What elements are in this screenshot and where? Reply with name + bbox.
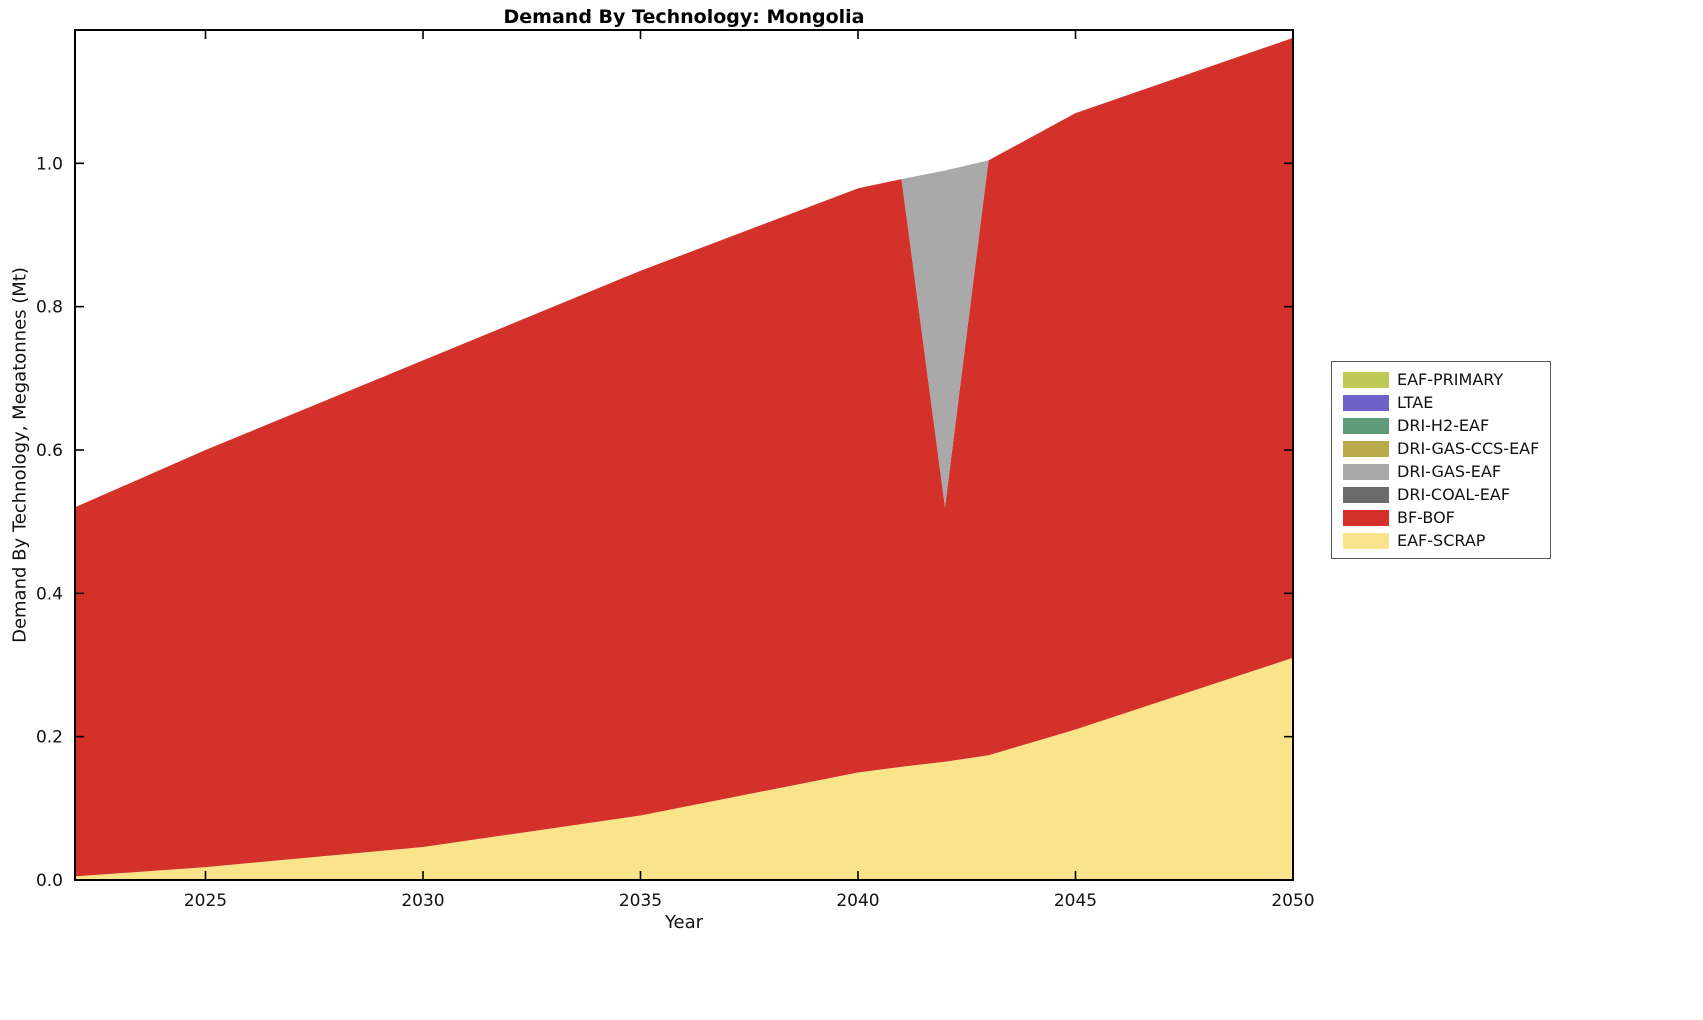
chart-legend: EAF-PRIMARY LTAE DRI-H2-EAF DRI-GAS-CCS-EAF… — [1331, 361, 1552, 559]
legend-item-dri-gas-ccs-eaf: DRI-GAS-CCS-EAF — [1343, 439, 1539, 458]
legend-swatch-dri-coal-eaf — [1343, 486, 1389, 503]
legend-swatch-ltae — [1343, 394, 1389, 411]
legend-label: DRI-GAS-EAF — [1397, 462, 1502, 481]
legend-item-dri-coal-eaf: DRI-COAL-EAF — [1343, 485, 1539, 504]
x-axis-label: Year — [664, 912, 704, 933]
y-tick-label: 0.6 — [36, 441, 63, 461]
legend-swatch-dri-gas-ccs-eaf — [1343, 440, 1389, 457]
legend-swatch-eaf-primary — [1343, 371, 1389, 388]
chart-title: Demand By Technology: Mongolia — [503, 6, 865, 28]
legend-label: DRI-COAL-EAF — [1397, 485, 1511, 504]
area-series-eaf-scrap — [75, 657, 1293, 880]
x-tick-label: 2045 — [1054, 891, 1097, 911]
legend-item-dri-h2-eaf: DRI-H2-EAF — [1343, 416, 1539, 435]
y-tick-label: 0.4 — [36, 584, 63, 604]
axes-frame — [74, 29, 1294, 881]
x-tick-label: 2030 — [401, 891, 444, 911]
legend-label: DRI-GAS-CCS-EAF — [1397, 439, 1540, 458]
y-tick-label: 0.8 — [36, 298, 63, 318]
legend-swatch-bf-bof — [1343, 509, 1389, 526]
legend-label: LTAE — [1397, 393, 1434, 412]
y-axis-label: Demand By Technology, Megatonnes (Mt) — [9, 267, 31, 643]
legend-label: EAF-SCRAP — [1397, 531, 1486, 550]
x-tick-label: 2025 — [184, 891, 227, 911]
legend-item-dri-gas-eaf: DRI-GAS-EAF — [1343, 462, 1539, 481]
legend-item-eaf-scrap: EAF-SCRAP — [1343, 531, 1539, 550]
x-tick-label: 2050 — [1271, 891, 1314, 911]
legend-swatch-dri-gas-eaf — [1343, 463, 1389, 480]
legend-item-ltae: LTAE — [1343, 393, 1539, 412]
legend-swatch-dri-h2-eaf — [1343, 417, 1389, 434]
y-tick-label: 1.0 — [36, 154, 63, 174]
legend-label: DRI-H2-EAF — [1397, 416, 1490, 435]
legend-item-bf-bof: BF-BOF — [1343, 508, 1539, 527]
x-tick-label: 2040 — [836, 891, 879, 911]
legend-swatch-eaf-scrap — [1343, 532, 1389, 549]
x-tick-label: 2035 — [619, 891, 662, 911]
legend-label: EAF-PRIMARY — [1397, 370, 1504, 389]
area-series-bf-bof — [75, 37, 1293, 877]
legend-item-eaf-primary: EAF-PRIMARY — [1343, 370, 1539, 389]
y-tick-label: 0.2 — [36, 728, 63, 748]
legend-label: BF-BOF — [1397, 508, 1455, 527]
y-tick-label: 0.0 — [36, 871, 63, 891]
